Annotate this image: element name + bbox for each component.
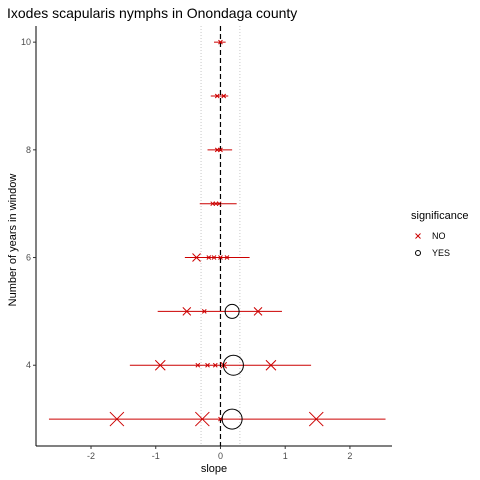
point-stroke [182,307,192,316]
point-stroke [265,359,277,371]
point-stroke [211,255,217,260]
point-not-significant [205,362,210,368]
chart-title: Ixodes scapularis nymphs in Onondaga cou… [7,5,297,21]
point-stroke [205,362,210,368]
point-significant [224,303,240,319]
x-tick-label: 2 [347,451,352,461]
point-not-significant [218,147,223,153]
point-not-significant [192,253,201,262]
point-stroke [253,307,263,316]
point-stroke [195,362,201,368]
point-not-significant [206,255,212,260]
legend-item-yes: YES [415,248,450,258]
point-not-significant [195,362,201,368]
point-stroke [192,253,201,262]
point-not-significant [224,255,230,260]
point-stroke [194,411,210,427]
point-significant [221,408,243,430]
point-stroke [214,93,220,99]
legend-label: NO [432,231,446,241]
y-axis-title: Number of years in window [7,174,19,307]
point-stroke [221,93,227,99]
point-stroke [109,411,125,427]
point-not-significant [194,411,210,427]
point-not-significant [218,255,223,260]
point-stroke [216,201,222,207]
point-stroke [154,359,166,371]
y-tick-label: 4 [26,360,31,370]
point-not-significant [216,201,222,207]
point-stroke [206,255,212,260]
x-tick-label: 1 [283,451,288,461]
x-tick-label: -2 [87,451,95,461]
plot-area [48,26,386,446]
point-not-significant [109,411,125,427]
point-stroke [224,255,230,260]
y-tick-label: 10 [21,37,31,47]
legend: significance NO YES [411,210,468,258]
x-tick-label: -1 [152,451,160,461]
point-not-significant [211,255,217,260]
point-stroke [218,147,223,153]
legend-title: significance [411,210,468,222]
point-significant [222,354,244,376]
y-tick-label: 8 [26,145,31,155]
point-not-significant [201,309,207,314]
x-axis-title: slope [201,463,227,475]
x-axis: -2 -1 0 1 2 [36,445,392,461]
point-not-significant [221,93,227,99]
point-not-significant [182,307,192,316]
point-stroke [201,309,207,314]
point-stroke [218,255,223,260]
point-not-significant [212,362,218,368]
point-stroke [308,411,324,427]
y-tick-label: 6 [26,253,31,263]
legend-label: YES [432,248,450,258]
point-not-significant [218,39,223,45]
point-not-significant [214,93,220,99]
point-not-significant [154,359,166,371]
legend-item-no: NO [415,231,446,241]
legend-marker-circle [415,250,421,256]
y-axis: 4 6 8 10 [21,26,37,446]
point-not-significant [308,411,324,427]
x-tick-label: 0 [218,451,223,461]
point-stroke [218,39,223,45]
point-not-significant [265,359,277,371]
point-not-significant [253,307,263,316]
legend-marker-x [415,233,421,239]
point-stroke [212,362,218,368]
